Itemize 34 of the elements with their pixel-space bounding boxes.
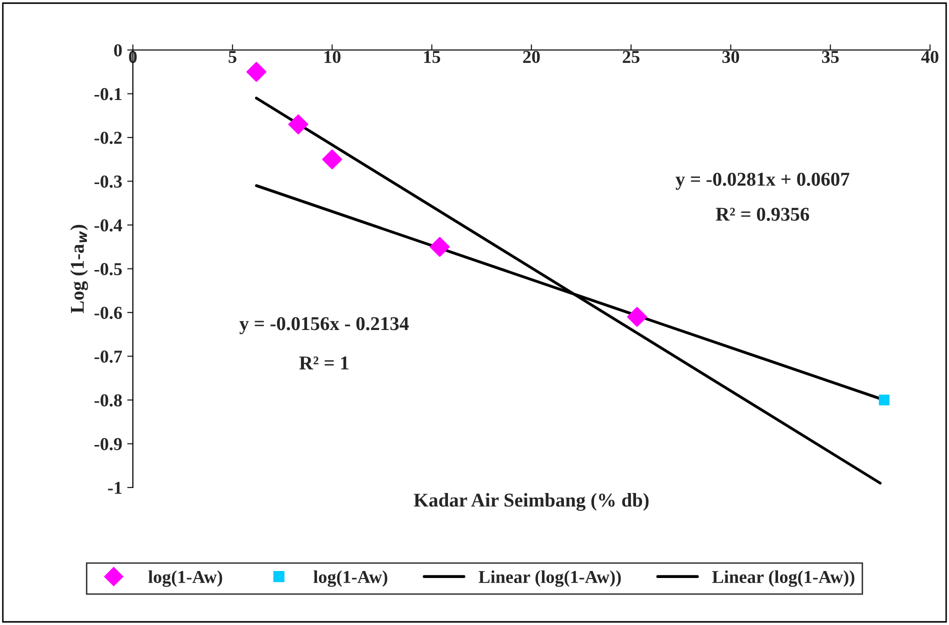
- x-tick-label: 35: [822, 50, 839, 63]
- point: [288, 114, 308, 134]
- point: [430, 236, 450, 257]
- x-tick-label: 30: [722, 50, 740, 63]
- y-tick-label: -0.1: [94, 88, 122, 100]
- x-tick-label: 5: [228, 51, 236, 63]
- y-tick-label: -0.7: [94, 350, 122, 363]
- y-tick-label: -0.8: [94, 394, 122, 407]
- legend-label: Linear (log(1-Aw)): [478, 570, 621, 587]
- x-tick-label: 25: [622, 50, 640, 63]
- legend-label: Linear (log(1-Aw)): [712, 570, 854, 587]
- y-tick-label: -0.9: [94, 438, 122, 450]
- y-tick-label: -1: [108, 482, 122, 494]
- y-tick-label: -0.5: [94, 263, 122, 276]
- annotation: y = -0.0156x - 0.2134: [239, 317, 409, 334]
- annotation: y = -0.0281x + 0.0607: [676, 172, 850, 190]
- y-tick-label: -0.6: [94, 306, 122, 320]
- x-tick-label: 20: [523, 50, 540, 63]
- x-axis-title: Kadar Air Seimbang (% db): [414, 493, 649, 511]
- x-tick-label: 10: [324, 50, 340, 63]
- legend-label: log(1-Aw): [148, 570, 222, 587]
- y-axis-title: Log (1-a$_{w}$): [70, 224, 88, 314]
- y-tick-label: -0.2: [94, 132, 122, 144]
- point: [246, 62, 266, 82]
- annotation: R² = 1: [299, 356, 348, 370]
- y-tick-label: -0.3: [94, 176, 122, 188]
- annotation: R² = 0.9356: [716, 208, 810, 221]
- point: [878, 394, 890, 406]
- x-tick-label: 40: [921, 50, 938, 63]
- x-tick-label: 15: [424, 50, 440, 63]
- point: [322, 149, 342, 170]
- point: [627, 306, 648, 327]
- y-tick-label: -0.4: [94, 219, 122, 232]
- legend-label: log(1-Aw): [314, 570, 388, 587]
